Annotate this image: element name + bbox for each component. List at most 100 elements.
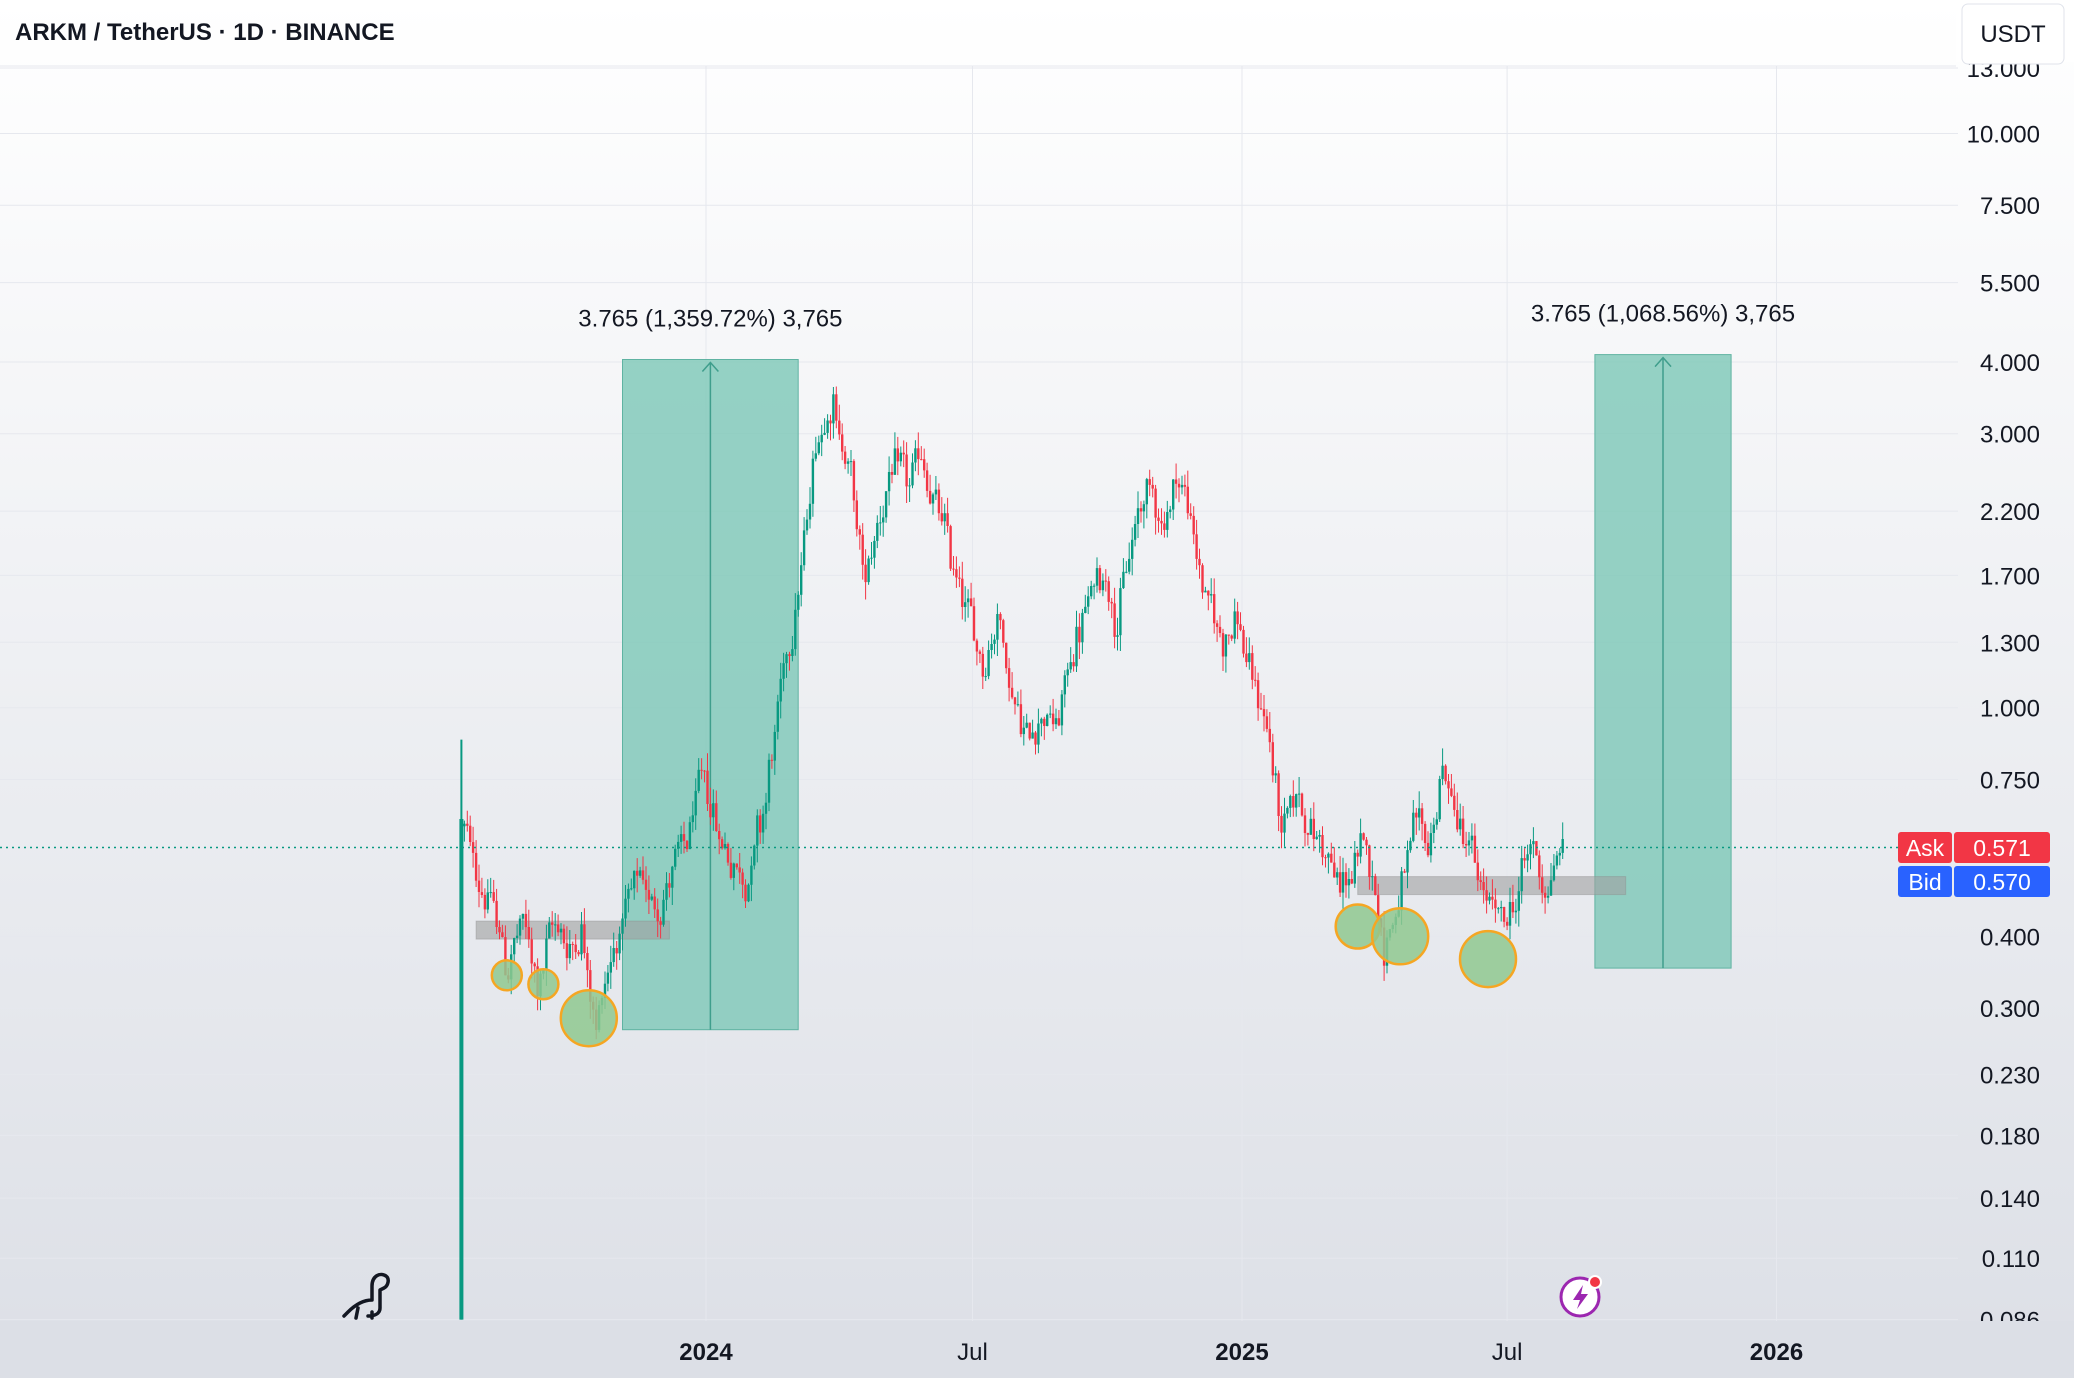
candle-body — [996, 614, 999, 640]
candle-body — [911, 462, 914, 486]
candle-body — [1198, 558, 1201, 566]
candle-body — [630, 888, 633, 890]
candle-body — [1508, 902, 1512, 926]
candle-body — [489, 892, 492, 894]
candle-body — [571, 944, 574, 945]
currency-button[interactable]: USDT — [1961, 3, 2065, 65]
candle-body — [691, 815, 694, 823]
candle-body — [726, 844, 730, 863]
candle-body — [966, 598, 970, 603]
candle-body — [1494, 899, 1497, 909]
candle-body — [1514, 910, 1518, 913]
candle-body — [703, 770, 706, 772]
candle-body — [1374, 876, 1377, 896]
candle-body — [820, 434, 823, 443]
candle-body — [1330, 853, 1333, 863]
candle-body — [1467, 840, 1471, 846]
candle-body — [1441, 765, 1444, 780]
candle-body — [946, 513, 949, 526]
y-tick-label: 3.000 — [1980, 422, 2040, 449]
candle-body — [1095, 568, 1099, 586]
candle-body — [1204, 590, 1207, 593]
candle-body — [1148, 479, 1151, 485]
candle-body — [958, 577, 961, 579]
candle-body — [521, 913, 525, 919]
candle-body — [1180, 484, 1184, 488]
candle-body — [1172, 479, 1175, 510]
y-tick-label: 0.230 — [1980, 1062, 2040, 1089]
candle-body — [486, 892, 489, 910]
lightning-icon[interactable] — [1559, 1275, 1602, 1318]
candle-body — [1169, 509, 1172, 512]
candle-body — [638, 870, 642, 876]
candle-body — [1479, 880, 1482, 882]
candle-body — [548, 922, 551, 939]
support-band — [475, 920, 670, 940]
candle-body — [1254, 679, 1257, 681]
candle-body — [1500, 907, 1503, 909]
candle-body — [1218, 626, 1222, 633]
candle-body — [964, 602, 967, 607]
measure-boxes: 3.765 (1,359.72%) 3,765 3.765 (1,068.56%)… — [578, 301, 1795, 1031]
candle-body — [1438, 779, 1441, 820]
candle-body — [934, 489, 938, 495]
dinosaur-icon — [342, 1272, 390, 1320]
candle-body — [905, 454, 908, 487]
candle-body — [1110, 601, 1113, 604]
measure-arrowhead — [701, 361, 719, 373]
candle-body — [756, 815, 759, 846]
y-tick-label: 1.000 — [1980, 696, 2040, 723]
candle-body — [1450, 788, 1453, 796]
candle-body — [1092, 585, 1096, 587]
candle-body — [483, 894, 487, 910]
candle-body — [1224, 634, 1228, 657]
candle-body — [1072, 662, 1075, 667]
candle-body — [1239, 624, 1242, 630]
candle-body — [1362, 833, 1365, 840]
candle-body — [1010, 687, 1014, 698]
candle-body — [1280, 815, 1283, 833]
candle-body — [1201, 565, 1204, 593]
candle-body — [1321, 835, 1324, 858]
candle-body — [1221, 633, 1225, 657]
candle-body — [568, 944, 571, 959]
candle-body — [583, 924, 586, 953]
launch-candle-body — [459, 819, 464, 1320]
candle-body — [636, 870, 639, 876]
candle-body — [1251, 653, 1254, 680]
candle-body — [738, 867, 741, 873]
candle-body — [1037, 723, 1040, 745]
candle-body — [1488, 896, 1491, 901]
candle-body — [1066, 669, 1069, 676]
candle-body — [685, 840, 689, 850]
candle-body — [882, 517, 885, 523]
candle-body — [559, 928, 563, 933]
candle-body — [1157, 517, 1160, 521]
candle-body — [1081, 612, 1084, 643]
candle-body — [972, 606, 976, 641]
candle-body — [1526, 854, 1529, 861]
candle-body — [750, 865, 753, 885]
candle-body — [688, 822, 692, 850]
candle-body — [1101, 580, 1105, 591]
currency-label: USDT — [1980, 21, 2046, 48]
candle-body — [811, 458, 815, 504]
x-tick-label: Jul — [957, 1339, 988, 1366]
candle-body — [782, 663, 785, 679]
candle-body — [477, 880, 481, 892]
candle-body — [1353, 852, 1356, 884]
y-tick-label: 0.750 — [1980, 768, 2040, 795]
candle-body — [589, 970, 592, 1002]
candle-body — [1131, 539, 1134, 559]
candle-body — [515, 935, 519, 938]
candle-body — [1456, 810, 1459, 830]
candle-body — [674, 848, 677, 867]
candle-body — [621, 918, 624, 934]
candle-body — [955, 569, 958, 578]
candle-body — [855, 500, 858, 530]
candle-body — [618, 933, 621, 954]
candle-body — [1532, 841, 1535, 845]
ask-price-tag: Ask 0.571 — [1898, 832, 2050, 863]
candle-body — [712, 803, 715, 818]
